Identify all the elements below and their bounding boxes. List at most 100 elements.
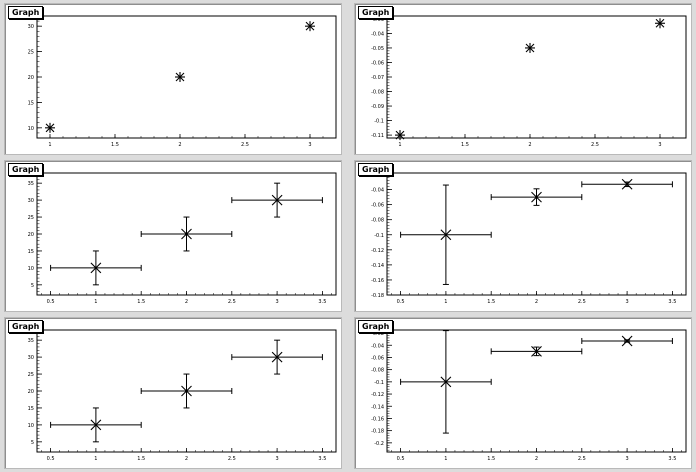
graph-pad-2: 1 1.5 2 2.5 3 -0.03 -0.04 -0.05 -0.06 -0.07 -0.08 -… xyxy=(354,3,692,155)
data-point xyxy=(531,345,542,357)
marker-stroke xyxy=(90,262,102,274)
data-point xyxy=(621,178,633,190)
x-tick-label: 1.5 xyxy=(487,299,495,305)
graph-title: Graph xyxy=(358,6,394,19)
data-point xyxy=(175,72,185,82)
data-point xyxy=(531,191,542,203)
x-tick-label: 3.5 xyxy=(318,299,326,305)
x-tick-label: 3 xyxy=(276,299,279,305)
y-tick-label: 25 xyxy=(28,50,34,56)
y-tick-label: -0.18 xyxy=(371,429,384,435)
data-point xyxy=(90,419,102,431)
x-tick-label: 1.5 xyxy=(461,142,469,148)
y-tick-label: -0.06 xyxy=(371,60,384,66)
x-tick-label: 2.5 xyxy=(578,456,586,462)
y-tick-label: -0.05 xyxy=(371,46,384,52)
graph-pad-5: 0.5 1 1.5 2 2.5 3 3.5 5 10 15 20 25 30 35 Graph xyxy=(4,317,342,469)
y-tick-label: 20 xyxy=(28,75,34,81)
x-tick-label: 1.5 xyxy=(487,456,495,462)
y-tick-label: 25 xyxy=(28,372,34,378)
y-tick-label: -0.2 xyxy=(374,441,384,447)
x-tick-label: 1 xyxy=(444,299,447,305)
plot-frame xyxy=(36,15,337,139)
y-tick-label: 15 xyxy=(28,100,34,106)
y-tick-label: 10 xyxy=(28,423,34,429)
marker-stroke xyxy=(621,178,633,190)
marker-stroke xyxy=(181,385,192,397)
y-tick-label: -0.08 xyxy=(371,90,384,96)
x-tick-label: 0.5 xyxy=(47,299,55,305)
y-tick-label: -0.03 xyxy=(371,17,384,23)
chart-svg: 1 1.5 2 2.5 3 10 15 20 25 30 xyxy=(28,15,337,148)
x-tick-label: 1 xyxy=(94,456,97,462)
graph-title: Graph xyxy=(8,163,44,176)
x-tick-label: 3.5 xyxy=(668,456,676,462)
x-tick-label: 3 xyxy=(308,142,311,148)
y-tick-label: 30 xyxy=(28,355,34,361)
marker-stroke xyxy=(90,419,102,431)
x-tick-label: 0.5 xyxy=(47,456,55,462)
y-tick-label: -0.16 xyxy=(371,278,384,284)
y-tick-label: 5 xyxy=(31,283,34,289)
x-tick-label: 3.5 xyxy=(318,456,326,462)
x-tick-label: 0.5 xyxy=(397,456,405,462)
x-tick-label: 3 xyxy=(626,456,629,462)
graph-title: Graph xyxy=(8,6,44,19)
x-tick-label: 1 xyxy=(398,142,401,148)
plot-frame xyxy=(386,15,687,139)
data-point xyxy=(181,385,192,397)
data-point xyxy=(90,262,102,274)
x-tick-label: 2 xyxy=(535,299,538,305)
y-tick-label: -0.09 xyxy=(371,104,384,110)
graph-title: Graph xyxy=(8,320,44,333)
marker-stroke xyxy=(531,345,542,357)
x-tick-label: 3.5 xyxy=(668,299,676,305)
data-point xyxy=(621,335,633,347)
chart-svg: 1 1.5 2 2.5 3 -0.03 -0.04 -0.05 -0.06 -0.07 -0.08 -… xyxy=(371,15,687,148)
y-tick-label: -0.1 xyxy=(374,119,384,125)
y-tick-label: 25 xyxy=(28,215,34,221)
x-tick-label: 1 xyxy=(94,299,97,305)
marker-stroke xyxy=(271,351,283,363)
y-tick-label: -0.14 xyxy=(371,404,384,410)
marker-stroke xyxy=(271,194,283,206)
x-tick-label: 2 xyxy=(185,299,188,305)
y-tick-label: -0.07 xyxy=(371,75,384,81)
marker-stroke xyxy=(440,229,452,241)
y-tick-label: 35 xyxy=(28,338,34,344)
y-tick-label: -0.06 xyxy=(371,203,384,209)
y-tick-label: -0.12 xyxy=(371,392,384,398)
data-point xyxy=(45,122,55,133)
graph-pad-3: 0.5 1 1.5 2 2.5 3 3.5 5 10 15 20 25 30 35 Graph xyxy=(4,160,342,312)
data-point xyxy=(655,18,665,29)
y-tick-label: -0.02 xyxy=(371,331,384,337)
y-tick-label: 20 xyxy=(28,389,34,395)
x-tick-label: 2.5 xyxy=(228,299,236,305)
x-tick-label: 2.5 xyxy=(228,456,236,462)
x-tick-label: 0.5 xyxy=(397,299,405,305)
data-point xyxy=(440,376,452,388)
x-tick-label: 2 xyxy=(535,456,538,462)
x-tick-label: 2 xyxy=(185,456,188,462)
data-point xyxy=(395,130,405,141)
y-tick-label: -0.06 xyxy=(371,355,384,361)
y-tick-label: -0.04 xyxy=(371,188,384,194)
y-tick-label: -0.1 xyxy=(374,233,384,239)
graph-title: Graph xyxy=(358,320,394,333)
graph-pad-4: 0.511.522.533.5-0.02-0.04-0.06-0.08-0.1-… xyxy=(354,160,692,312)
graph-title: Graph xyxy=(358,163,394,176)
chart-svg: 0.511.522.533.5-0.02-0.04-0.06-0.08-0.1-… xyxy=(371,172,687,305)
chart-svg: 0.5 1 1.5 2 2.5 3 3.5 5 10 15 20 25 30 35 xyxy=(28,329,337,462)
data-point xyxy=(440,229,452,241)
data-point xyxy=(525,42,535,53)
y-tick-label: -0.18 xyxy=(371,293,384,299)
y-tick-label: -0.04 xyxy=(371,343,384,349)
x-tick-label: 3 xyxy=(276,456,279,462)
y-tick-label: 10 xyxy=(28,126,34,132)
y-tick-label: 10 xyxy=(28,266,34,272)
y-tick-label: -0.08 xyxy=(371,368,384,374)
x-tick-label: 2.5 xyxy=(578,299,586,305)
y-tick-label: -0.12 xyxy=(371,248,384,254)
x-tick-label: 2 xyxy=(528,142,531,148)
